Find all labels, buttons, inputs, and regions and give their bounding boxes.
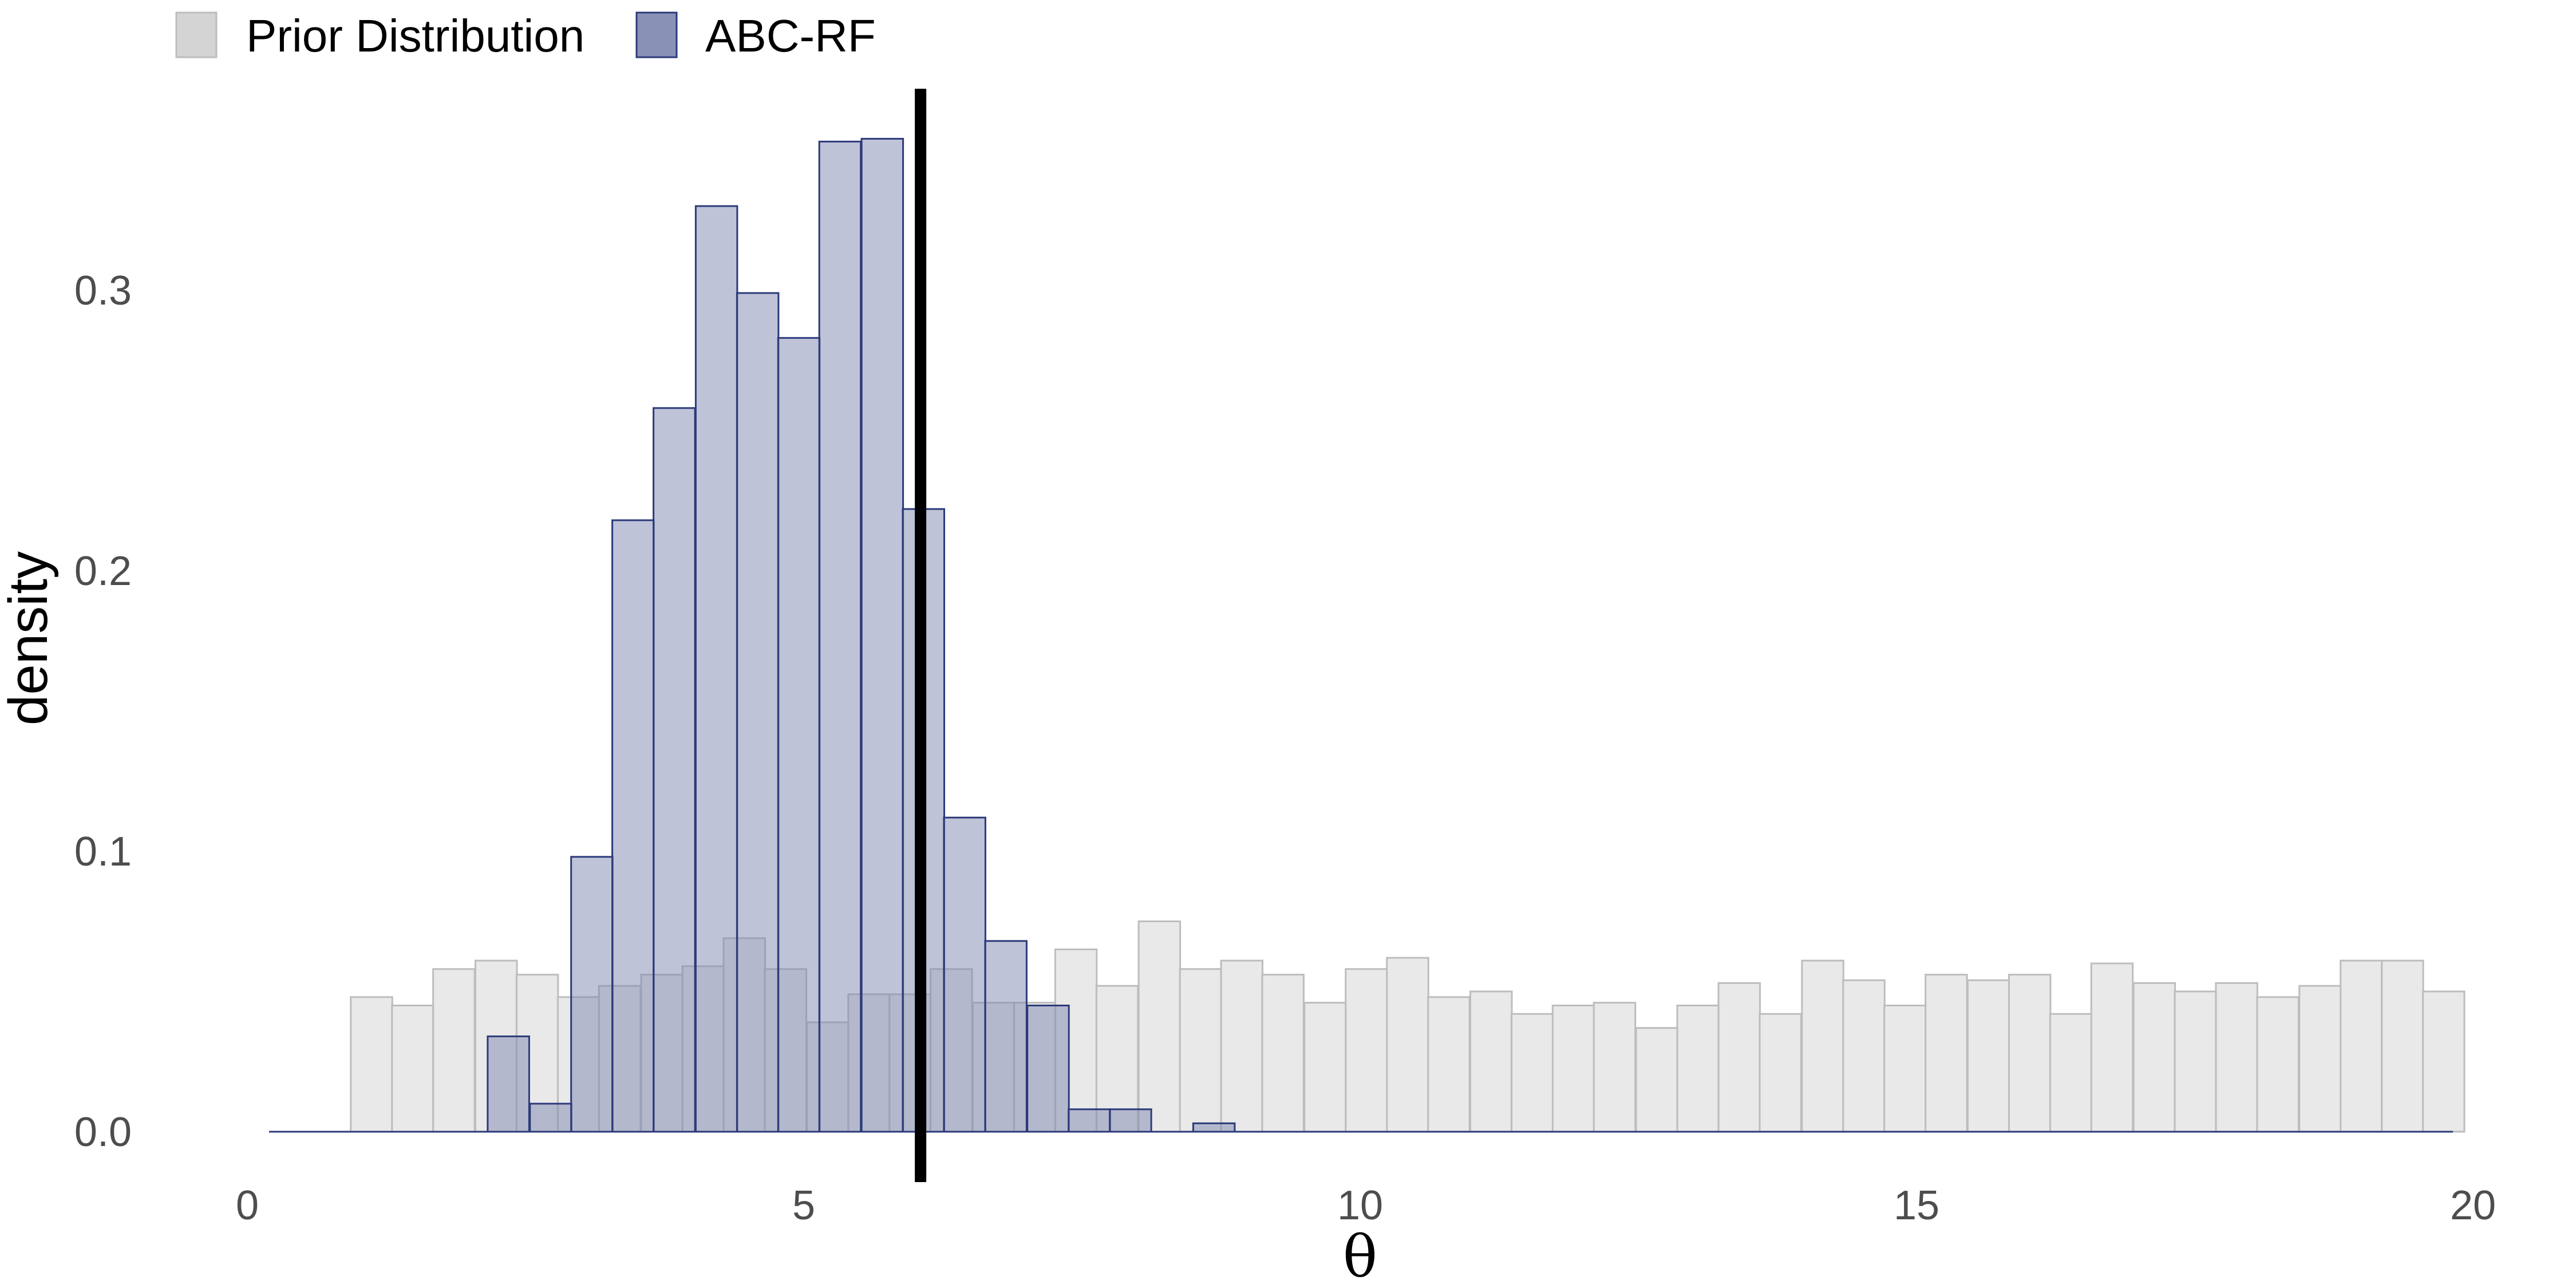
x-axis-ticks: 0 5 10 15 20 [236,1183,2496,1228]
prior-bar [1261,974,1305,1133]
x-tick-label: 0 [236,1183,259,1228]
x-tick-label: 15 [1894,1183,1939,1228]
prior-bar [2049,1013,2093,1133]
x-tick-label: 5 [792,1183,815,1228]
abc-rf-bar [529,1103,572,1133]
prior-bar [2298,985,2342,1133]
prior-bar [1137,920,1182,1133]
legend: Prior Distribution ABC-RF [175,10,876,61]
prior-bar [1345,968,1388,1133]
prior-bar [1303,1002,1347,1133]
prior-bar [1883,1005,1927,1133]
abc-rf-bar [653,407,696,1133]
prior-bar [2008,974,2052,1133]
prior-bar [1551,1005,1595,1133]
prior-bar [1220,959,1263,1133]
x-axis-title: θ [1343,1223,1377,1288]
abc-rf-bar [694,205,738,1133]
prior-bar [1801,959,1844,1133]
x-tick-label: 10 [1337,1183,1383,1228]
prior-bar [2174,990,2217,1133]
abc-rf-bar [1068,1108,1111,1133]
abc-rf-bar [860,137,904,1133]
prior-bar [1593,1002,1637,1133]
prior-bar [1427,996,1471,1133]
x-tick-label: 20 [2450,1183,2496,1228]
abc-rf-bar [984,940,1028,1133]
prior-bar [2340,959,2383,1133]
abc-rf-bar [611,519,655,1133]
series-abc-rf-bars [487,137,1236,1133]
prior-bar [2256,996,2300,1133]
y-axis-ticks: 0.0 0.1 0.2 0.3 [74,268,132,1155]
y-axis-title: density [0,551,59,725]
abc-rf-bar [777,337,821,1133]
prior-bar [350,996,393,1133]
prior-bar [1966,979,2010,1133]
abc-rf-bar [570,856,614,1133]
prior-bar [1386,957,1429,1133]
prior-bar [1635,1027,1679,1133]
abc-rf-bar [943,816,986,1133]
abc-rf-bar [1109,1108,1152,1133]
legend-swatch-prior [175,11,218,58]
prior-bar [1842,979,1886,1133]
prior-bar [1095,985,1139,1133]
prior-bar [2215,982,2258,1133]
prior-bar [1469,990,1513,1133]
legend-label-abc-rf: ABC-RF [705,10,876,61]
y-tick-label: 0.3 [74,268,132,314]
prior-bar [2132,982,2176,1133]
y-tick-label: 0.0 [74,1109,132,1155]
y-tick-label: 0.1 [74,829,132,875]
prior-bar [391,1005,434,1133]
prior-bar [1179,968,1223,1133]
prior-bar [2090,962,2134,1133]
prior-bar [1925,974,1968,1133]
abc-rf-bar [487,1035,530,1133]
abc-rf-bar [1192,1122,1236,1133]
prior-bar [1676,1005,1720,1133]
prior-bar [432,968,476,1133]
prior-bar [2381,959,2424,1133]
prior-bar [1510,1013,1554,1133]
abc-rf-bar [818,140,862,1133]
prior-bar [2422,990,2466,1133]
prior-bar [1717,982,1761,1133]
abc-rf-bar [736,292,780,1133]
legend-swatch-abc-rf [635,11,678,58]
y-tick-label: 0.2 [74,548,132,594]
abc-rf-bar [1026,1005,1070,1133]
prior-bar [1759,1013,1802,1133]
legend-label-prior: Prior Distribution [246,10,584,61]
